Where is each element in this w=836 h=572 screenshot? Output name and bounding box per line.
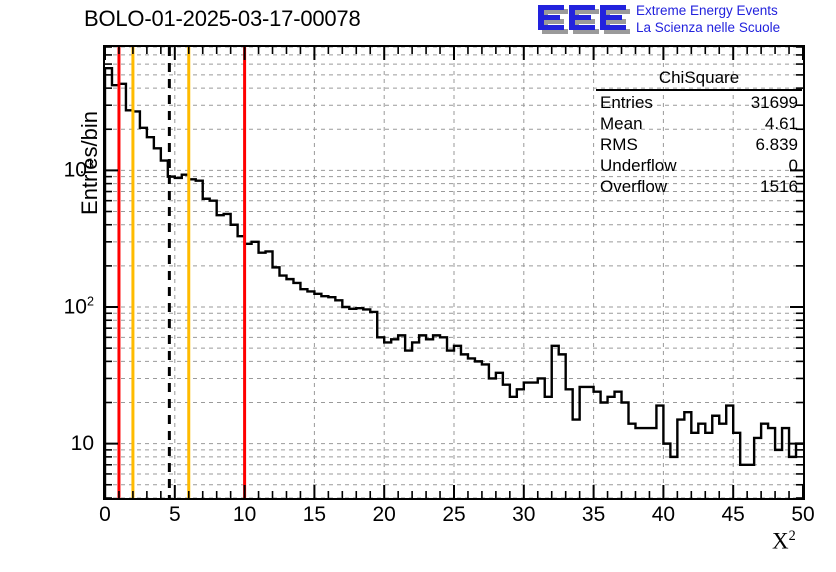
plot-frame	[103, 45, 805, 500]
x-tick-label: 0	[99, 503, 111, 526]
x-tick-label: 40	[651, 503, 676, 526]
stats-row-value: 4.61	[764, 114, 798, 133]
eee-logo-text: Extreme Energy Events La Scienza nelle S…	[636, 3, 780, 36]
x-tick-label: 50	[791, 503, 815, 526]
y-tick-label: 103	[63, 157, 94, 182]
stats-rows: Entries 31699 Mean 4.61 RMS 6.839 Underflow 0 Ov…	[596, 92, 802, 197]
x-tick-label: 20	[372, 503, 396, 526]
x-tick-label: 25	[442, 503, 466, 526]
x-tick-label: 35	[581, 503, 606, 526]
y-tick-label: 10	[70, 431, 94, 455]
stats-row: Entries 31699	[596, 92, 802, 113]
stats-row: Overflow 1516	[596, 176, 802, 197]
histogram-plot	[105, 47, 803, 498]
page-title: BOLO-01-2025-03-17-00078	[84, 6, 361, 31]
stats-row-value: 31699	[750, 93, 798, 112]
x-tick-label: 30	[512, 503, 536, 526]
eee-logo-line1: Extreme Energy Events	[636, 3, 778, 18]
stats-row-key: RMS	[600, 135, 638, 154]
y-axis-ticks: 10 102 103	[0, 0, 100, 572]
stats-row-key: Entries	[600, 93, 653, 112]
stats-row-value: 6.839	[755, 135, 798, 154]
stats-row-key: Overflow	[600, 177, 668, 196]
stats-row-value: 0	[788, 156, 798, 175]
stats-row-key: Underflow	[600, 156, 677, 175]
x-axis-title: X2	[772, 528, 796, 554]
x-tick-label: 15	[302, 503, 327, 526]
stats-row-key: Mean	[600, 114, 643, 133]
x-tick-label: 5	[168, 503, 181, 526]
eee-logo-icon	[538, 5, 630, 34]
y-tick-label: 102	[63, 294, 94, 319]
stats-divider	[596, 89, 802, 91]
stats-row: Underflow 0	[596, 155, 802, 176]
eee-logo-line2: La Scienza nelle Scuole	[636, 19, 781, 35]
stats-row-value: 1516	[760, 177, 798, 196]
stats-row: Mean 4.61	[596, 113, 802, 134]
stats-box: ChiSquare Entries 31699 Mean 4.61 RMS 6.839 Un…	[596, 68, 802, 197]
stats-row: RMS 6.839	[596, 134, 802, 155]
stats-title: ChiSquare	[658, 68, 740, 87]
x-tick-label: 45	[721, 503, 745, 526]
x-tick-label: 10	[232, 503, 257, 526]
eee-logo: Extreme Energy Events La Scienza nelle S…	[538, 2, 834, 40]
